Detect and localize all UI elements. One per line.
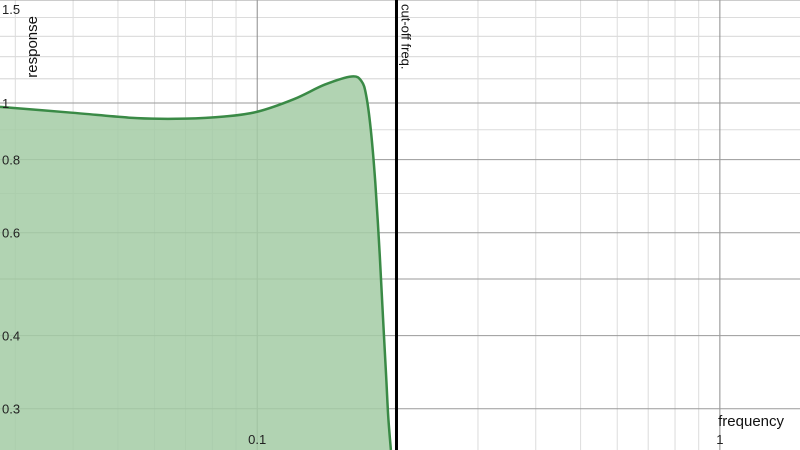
x-tick-label: 0.1 bbox=[248, 432, 266, 447]
cutoff-label: cut-off freq. bbox=[399, 4, 414, 70]
y-axis-label: response bbox=[24, 16, 41, 78]
y-tick-label: 0.8 bbox=[2, 153, 20, 168]
response-area-fill bbox=[0, 76, 391, 450]
y-tick-label: 0.6 bbox=[2, 226, 20, 241]
x-axis-label: frequency bbox=[718, 413, 784, 430]
x-tick-label: 1 bbox=[716, 432, 723, 447]
response-curve bbox=[0, 75, 393, 450]
y-tick-label: 0.3 bbox=[2, 402, 20, 417]
y-tick-label: 0.4 bbox=[2, 329, 20, 344]
y-tick-label: 1 bbox=[2, 96, 9, 111]
y-tick-label: 1.5 bbox=[2, 2, 20, 17]
